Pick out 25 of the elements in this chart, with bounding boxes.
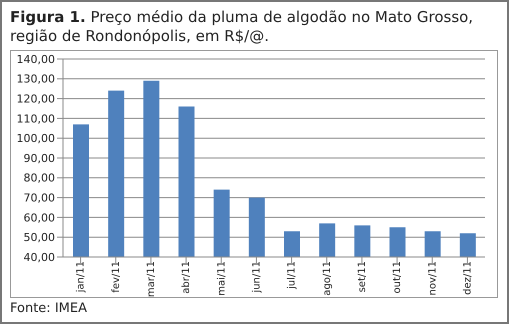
y-tick-label: 90,00	[24, 152, 55, 165]
y-tick-label: 140,00	[16, 52, 55, 66]
y-tick-label: 70,00	[24, 192, 55, 205]
x-tick-label: abr/11	[181, 261, 192, 294]
y-tick-label: 110,00	[16, 112, 55, 126]
y-tick-label: 100,00	[16, 132, 55, 146]
y-tick-label: 120,00	[16, 92, 55, 106]
x-tick-label: ago/11	[322, 261, 333, 296]
source-note: Fonte: IMEA	[10, 301, 87, 316]
chart-title: Figura 1. Preço médio da pluma de algodão no Mato Grosso, região de Rondonópolis, em R$/@.	[9, 7, 474, 46]
x-tick-label: jan/11	[76, 261, 87, 294]
x-tick-label: fev/11	[110, 261, 122, 293]
x-tick-label: mai/11	[216, 261, 228, 296]
x-tick-label: dez/11	[462, 261, 474, 295]
x-tick-label: out/11	[392, 261, 404, 294]
y-tick-label: 40,00	[24, 250, 55, 264]
x-tick-label: mar/11	[146, 261, 158, 298]
x-tick-label: jul/11	[286, 261, 298, 290]
y-tick-label: 60,00	[24, 211, 55, 224]
y-tick-label: 50,00	[24, 231, 55, 244]
y-tick-label: 130,00	[16, 72, 55, 86]
x-tick-label: nov/11	[427, 261, 438, 296]
y-tick-label: 80,00	[24, 172, 55, 185]
x-tick-label: set/11	[357, 261, 368, 292]
x-tick-label: jun/11	[252, 261, 263, 294]
